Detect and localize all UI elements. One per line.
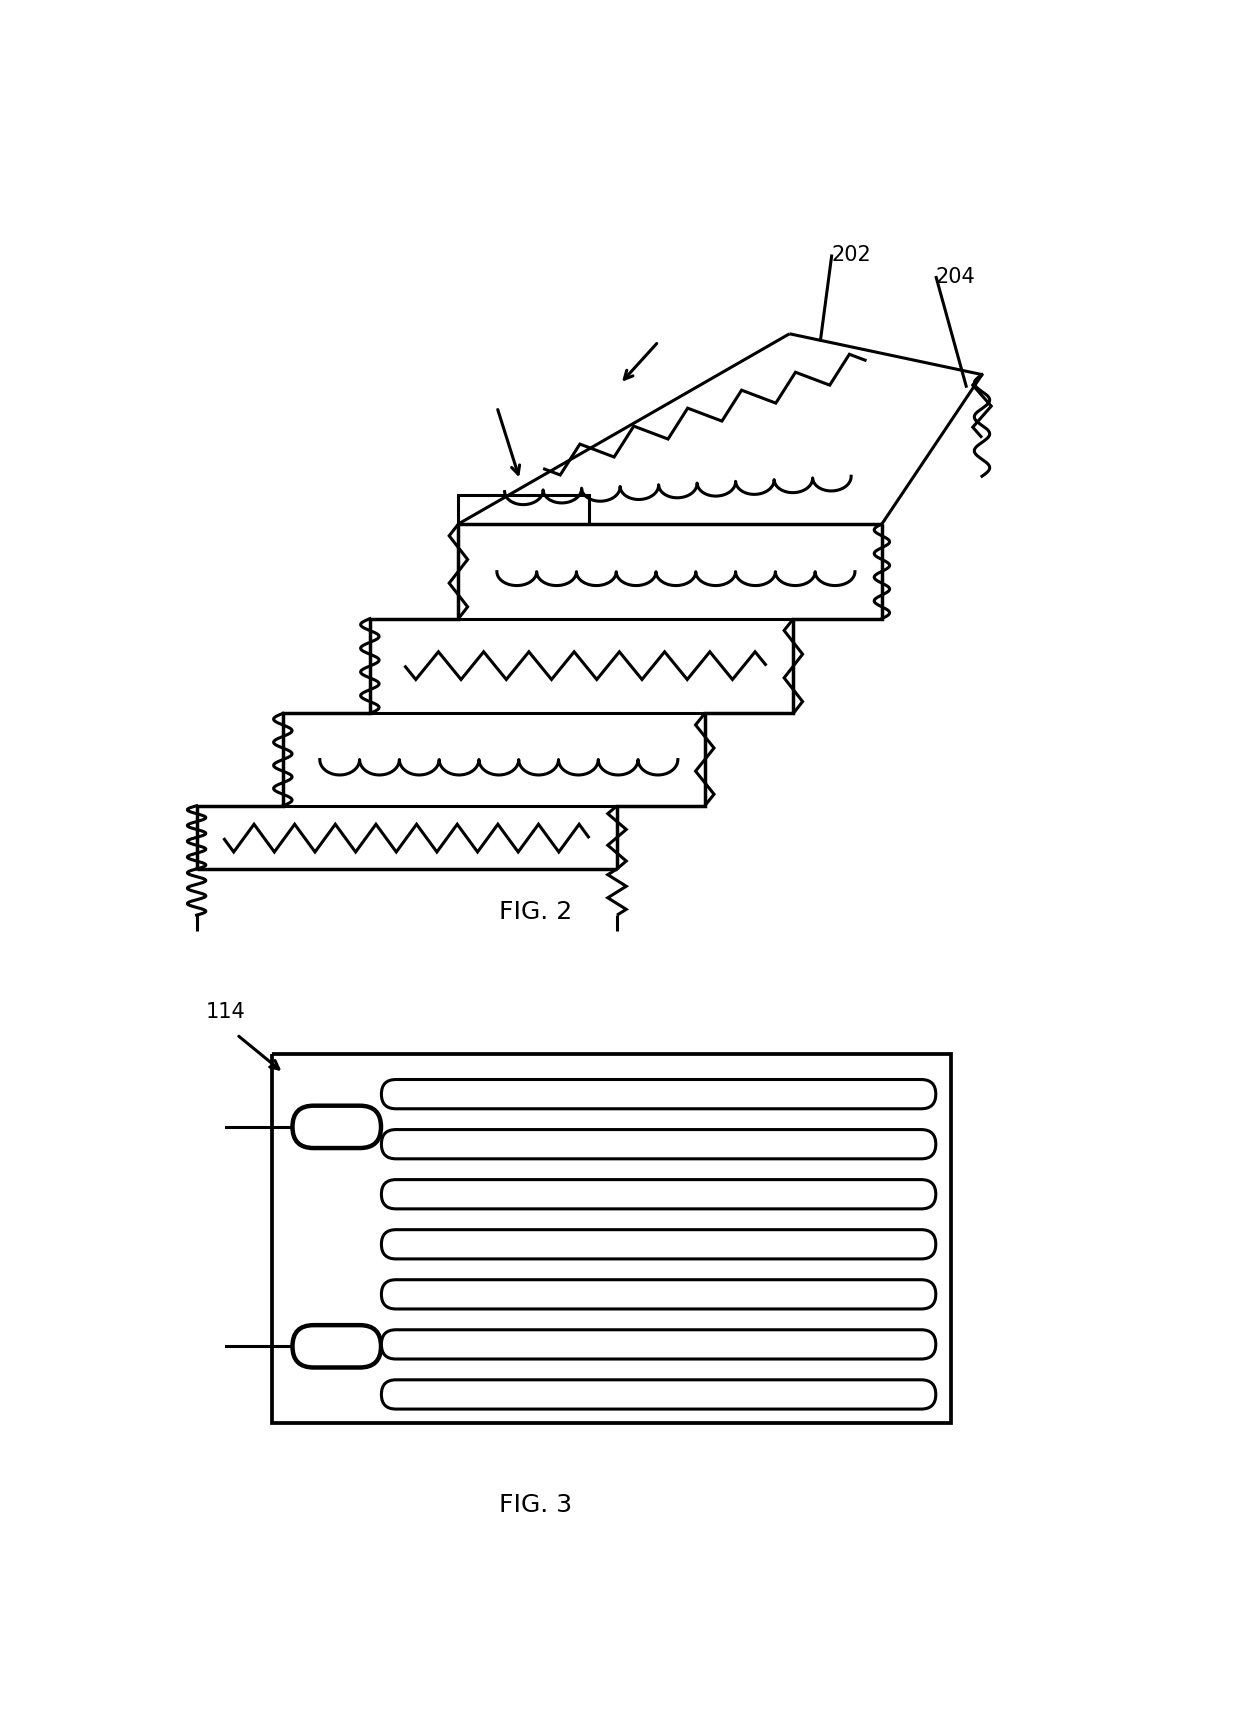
Text: 202: 202 <box>832 246 872 265</box>
FancyBboxPatch shape <box>382 1330 936 1360</box>
FancyBboxPatch shape <box>382 1230 936 1259</box>
Text: FIG. 3: FIG. 3 <box>498 1493 572 1515</box>
FancyBboxPatch shape <box>382 1130 936 1159</box>
FancyBboxPatch shape <box>382 1080 936 1109</box>
FancyBboxPatch shape <box>293 1325 381 1368</box>
FancyBboxPatch shape <box>382 1381 936 1410</box>
FancyBboxPatch shape <box>382 1180 936 1209</box>
Text: FIG. 2: FIG. 2 <box>498 900 572 924</box>
FancyBboxPatch shape <box>293 1105 381 1149</box>
FancyBboxPatch shape <box>382 1280 936 1310</box>
Text: 204: 204 <box>936 266 976 287</box>
Text: 114: 114 <box>206 1002 246 1022</box>
